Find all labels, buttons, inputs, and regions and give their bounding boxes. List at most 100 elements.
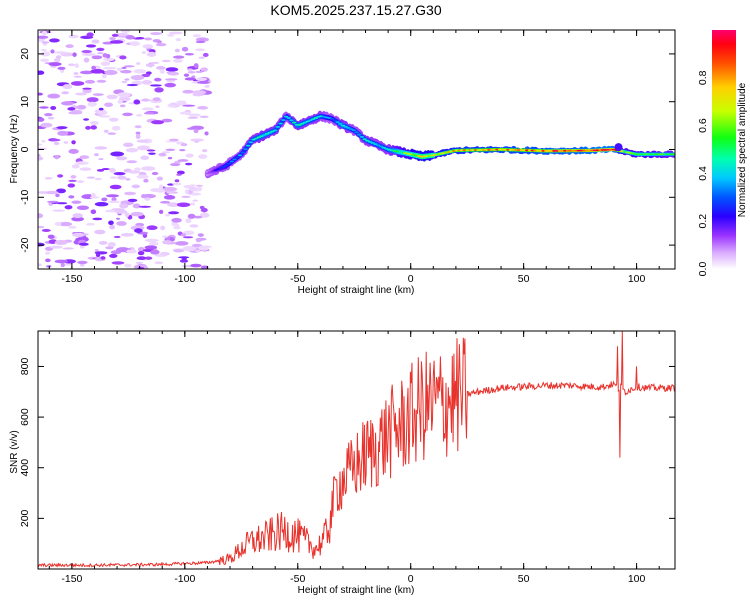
noise-blob bbox=[166, 190, 175, 194]
noise-blob bbox=[94, 146, 107, 150]
ridge-core bbox=[313, 117, 319, 119]
noise-blob bbox=[162, 240, 173, 244]
noise-blob bbox=[54, 239, 68, 245]
colorbar-tick-label: 0.0 bbox=[697, 262, 709, 277]
noise-blob bbox=[68, 195, 75, 199]
noise-blob bbox=[38, 92, 44, 96]
ridge-core bbox=[340, 124, 346, 127]
ridge-core bbox=[357, 133, 362, 136]
noise-blob bbox=[73, 72, 79, 75]
noise-blob bbox=[172, 55, 185, 59]
ridge-core bbox=[272, 129, 278, 132]
noise-blob bbox=[58, 221, 73, 227]
noise-blob bbox=[125, 148, 139, 153]
noise-blob bbox=[134, 82, 142, 85]
noise-blob bbox=[193, 215, 203, 219]
bottom-x-axis-label: Height of straight line (km) bbox=[298, 585, 415, 596]
noise-blob bbox=[109, 40, 124, 44]
ridge-core bbox=[346, 126, 351, 129]
noise-blob bbox=[92, 93, 104, 96]
noise-blob bbox=[38, 143, 43, 146]
noise-blob bbox=[152, 97, 161, 102]
noise-blob bbox=[56, 188, 67, 194]
bottom-x-ticks: -150 -100 -50 0 50 100 bbox=[48, 331, 660, 585]
noise-blob bbox=[195, 77, 207, 81]
noise-blob bbox=[109, 167, 116, 173]
noise-blob bbox=[96, 110, 108, 116]
noise-blob bbox=[136, 139, 149, 143]
noise-blob bbox=[174, 179, 180, 183]
noise-blob bbox=[155, 105, 160, 108]
noise-blob bbox=[76, 180, 85, 184]
noise-blob bbox=[179, 259, 189, 263]
ridge-core bbox=[210, 170, 216, 173]
noise-blob bbox=[135, 261, 144, 264]
noise-blob bbox=[115, 32, 130, 36]
y-tick-label: 400 bbox=[19, 459, 31, 477]
colorbar: 0.0 0.2 0.4 0.6 0.8 Normalized spectral ampl… bbox=[697, 30, 748, 276]
noise-blob bbox=[136, 174, 149, 179]
noise-blob bbox=[52, 209, 66, 212]
noise-blob bbox=[111, 261, 125, 265]
noise-blob bbox=[68, 148, 79, 154]
noise-blob bbox=[91, 65, 97, 70]
noise-blob bbox=[45, 190, 59, 195]
noise-blob bbox=[148, 152, 156, 155]
noise-blob bbox=[155, 43, 167, 47]
noise-blob bbox=[109, 36, 116, 41]
bottom-y-ticks: 200 400 600 800 bbox=[19, 358, 675, 527]
noise-blob bbox=[174, 160, 181, 164]
noise-blob bbox=[183, 236, 194, 239]
noise-blob bbox=[116, 247, 130, 253]
colorbar-ticks: 0.0 0.2 0.4 0.6 0.8 bbox=[697, 70, 709, 276]
noise-blob bbox=[167, 156, 173, 160]
noise-blob bbox=[187, 213, 196, 219]
noise-blob bbox=[90, 69, 105, 74]
noise-blob bbox=[38, 213, 44, 219]
ridge-core bbox=[207, 171, 213, 174]
noise-blob bbox=[185, 153, 194, 158]
y-tick-label: 600 bbox=[19, 408, 31, 426]
ridge-core bbox=[354, 131, 359, 134]
x-tick-label: 0 bbox=[408, 273, 414, 285]
noise-blob bbox=[119, 203, 129, 209]
noise-blob bbox=[82, 88, 92, 94]
noise-blob bbox=[125, 34, 135, 40]
noise-blob bbox=[38, 263, 43, 267]
x-tick-label: -100 bbox=[174, 273, 195, 285]
noise-blob bbox=[135, 37, 145, 40]
ridge-core bbox=[237, 154, 243, 157]
ridge-core bbox=[240, 151, 245, 154]
colorbar-tick-label: 0.6 bbox=[697, 118, 709, 133]
ridge-core bbox=[332, 119, 338, 122]
noise-blob bbox=[131, 184, 140, 189]
noise-blob bbox=[175, 241, 189, 246]
ridge-core bbox=[264, 132, 270, 135]
noise-blob bbox=[161, 118, 173, 123]
noise-blob bbox=[104, 102, 113, 107]
noise-blob bbox=[181, 257, 187, 261]
noise-blob bbox=[46, 200, 59, 203]
noise-blob bbox=[39, 106, 49, 109]
noise-blob bbox=[84, 79, 96, 84]
colorbar-gradient bbox=[712, 30, 736, 269]
noise-blob bbox=[151, 120, 165, 125]
noise-blob bbox=[61, 91, 70, 95]
noise-blob bbox=[90, 209, 97, 215]
noise-blob bbox=[144, 256, 153, 260]
ridge-core bbox=[286, 117, 291, 119]
ridge-core bbox=[291, 121, 297, 124]
ridge-core bbox=[205, 172, 210, 175]
noise-blob bbox=[140, 98, 151, 102]
noise-blob bbox=[184, 189, 189, 195]
noise-blob bbox=[71, 140, 76, 145]
noise-blob bbox=[180, 143, 188, 147]
noise-blob bbox=[140, 155, 150, 161]
noise-blob bbox=[176, 100, 187, 103]
noise-blob bbox=[116, 156, 128, 161]
noise-blob bbox=[40, 48, 48, 52]
noise-blob bbox=[121, 66, 127, 69]
ridge-core bbox=[373, 143, 378, 146]
noise-blob bbox=[81, 50, 93, 54]
noise-blob bbox=[141, 51, 147, 54]
